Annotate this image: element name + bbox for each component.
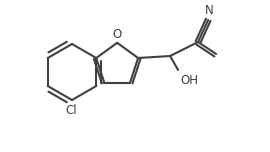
Text: OH: OH bbox=[180, 74, 198, 87]
Text: N: N bbox=[205, 4, 214, 17]
Text: Cl: Cl bbox=[65, 104, 77, 117]
Text: O: O bbox=[113, 28, 122, 41]
